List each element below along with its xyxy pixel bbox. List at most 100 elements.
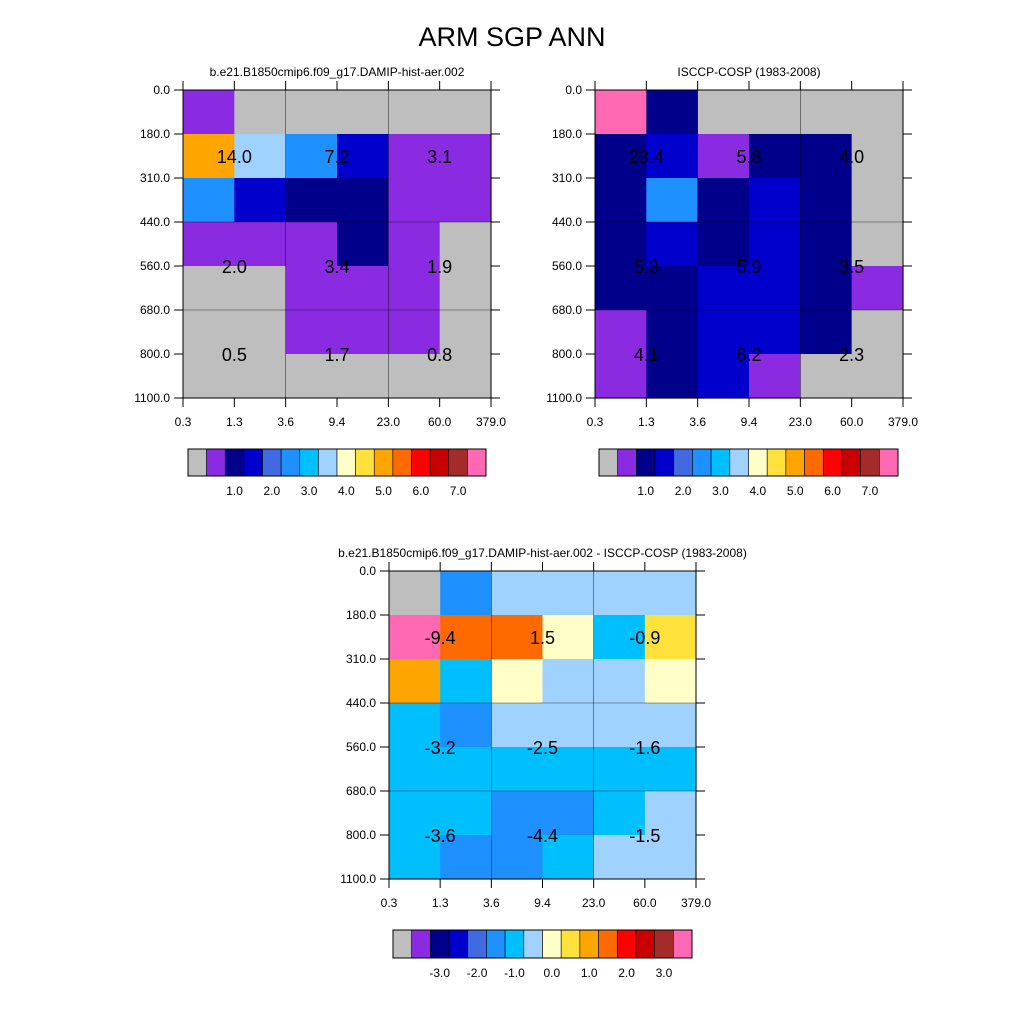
y-tick-label: 0.0: [153, 83, 170, 97]
heatmap-cell: [595, 310, 647, 355]
heatmap-cell: [646, 354, 699, 399]
heatmap-cell: [491, 747, 544, 792]
heatmap-cell: [439, 354, 492, 399]
heatmap-cell: [337, 222, 389, 267]
heatmap-cell: [439, 178, 492, 223]
heatmap-cell: [491, 835, 544, 880]
x-tick-label: 0.3: [587, 415, 604, 429]
heatmap-cell: [595, 354, 647, 399]
y-tick-label: 1100.0: [546, 391, 582, 405]
box-value-label: 4.1: [634, 345, 659, 365]
x-tick-label: 379.0: [476, 415, 506, 429]
x-tick-label: 60.0: [428, 415, 452, 429]
y-tick-label: 800.0: [346, 828, 376, 842]
heatmap-cell: [800, 134, 853, 179]
colorbar-swatch: [373, 448, 394, 477]
colorbar-swatch: [542, 929, 562, 959]
heatmap-cell: [644, 747, 697, 792]
heatmap-cell: [749, 134, 801, 179]
heatmap-cell: [389, 659, 441, 704]
heatmap-cell: [749, 310, 801, 355]
heatmap-cell: [800, 178, 853, 223]
y-tick-label: 800.0: [552, 347, 582, 361]
box-value-label: -3.2: [425, 738, 456, 758]
heatmap-cell: [183, 310, 235, 355]
colorbar-swatch: [673, 929, 693, 959]
colorbar-swatch: [748, 448, 768, 477]
heatmap-cell: [697, 266, 750, 311]
heatmap-cell: [388, 134, 441, 179]
x-tick-label: 23.0: [377, 415, 401, 429]
box-value-label: 1.9: [427, 257, 452, 277]
box-value-label: 3.5: [839, 257, 864, 277]
colorbar-swatch: [766, 448, 787, 477]
colorbar-swatch: [523, 929, 543, 959]
colorbar-swatch: [318, 448, 338, 477]
heatmap-cell: [851, 222, 904, 267]
heatmap-cell: [439, 222, 492, 267]
heatmap-cell: [337, 134, 389, 179]
box-value-label: 4.0: [839, 147, 864, 167]
figure-title: ARM SGP ANN: [418, 22, 605, 52]
x-tick-label: 379.0: [681, 896, 711, 910]
y-tick-label: 180.0: [140, 127, 170, 141]
heatmap-cell: [337, 178, 389, 223]
heatmap-cell: [389, 571, 441, 616]
heatmap-cell: [439, 134, 492, 179]
heatmap-cell: [542, 703, 595, 748]
y-tick-label: 310.0: [140, 171, 170, 185]
colorbar-label: 3.0: [301, 484, 318, 498]
heatmap-cell: [851, 310, 904, 355]
colorbar-swatch: [243, 448, 263, 477]
y-tick-label: 180.0: [552, 127, 582, 141]
box-value-label: 1.5: [530, 628, 555, 648]
y-tick-label: 800.0: [140, 347, 170, 361]
y-tick-label: 1100.0: [134, 391, 170, 405]
heatmap-cell: [646, 310, 699, 355]
colorbar-label: 4.0: [750, 484, 767, 498]
colorbar-swatch: [392, 448, 412, 477]
colorbar-swatch: [654, 929, 674, 959]
box-value-label: -9.4: [425, 628, 456, 648]
heatmap-cell: [183, 222, 235, 267]
colorbar-swatch: [429, 448, 450, 477]
heatmap-cell: [388, 178, 441, 223]
y-tick-label: 680.0: [552, 303, 582, 317]
colorbar-label: -2.0: [467, 966, 488, 980]
heatmap-cell: [851, 178, 904, 223]
heatmap-cell: [697, 90, 750, 135]
heatmap-cell: [851, 354, 904, 399]
box-value-label: 0.5: [222, 345, 247, 365]
heatmap-cell: [595, 178, 647, 223]
colorbar-swatch: [411, 448, 431, 477]
colorbar-frame: [392, 929, 693, 959]
colorbar-label: 2.0: [675, 484, 692, 498]
heatmap-cell: [644, 703, 697, 748]
heatmap-cell: [697, 178, 750, 223]
colorbar-swatch: [486, 929, 506, 959]
colorbar-swatch: [336, 448, 356, 477]
heatmap-cell: [439, 90, 492, 135]
heatmap-cell: [439, 310, 492, 355]
box-value-label: 6.2: [736, 345, 761, 365]
heatmap-cell: [440, 703, 492, 748]
heatmap-cell: [234, 266, 287, 311]
y-tick-label: 440.0: [346, 696, 376, 710]
heatmap-cell: [644, 835, 697, 880]
colorbar-swatch: [617, 448, 637, 477]
colorbar-swatch: [598, 448, 618, 477]
heatmap-cell: [183, 178, 235, 223]
x-tick-label: 0.3: [175, 415, 192, 429]
colorbar-swatch: [392, 929, 412, 959]
panel-3: b.e21.B1850cmip6.f09_g17.DAMIP-hist-aer.…: [338, 546, 747, 980]
heatmap-cell: [440, 571, 492, 616]
colorbar-label: 0.0: [544, 966, 561, 980]
box-value-label: -4.4: [527, 826, 558, 846]
colorbar-label: 1.0: [581, 966, 598, 980]
x-tick-label: 9.4: [741, 415, 758, 429]
panel-title: b.e21.B1850cmip6.f09_g17.DAMIP-hist-aer.…: [338, 546, 747, 560]
heatmap-cell: [389, 791, 441, 836]
x-tick-label: 3.6: [483, 896, 500, 910]
